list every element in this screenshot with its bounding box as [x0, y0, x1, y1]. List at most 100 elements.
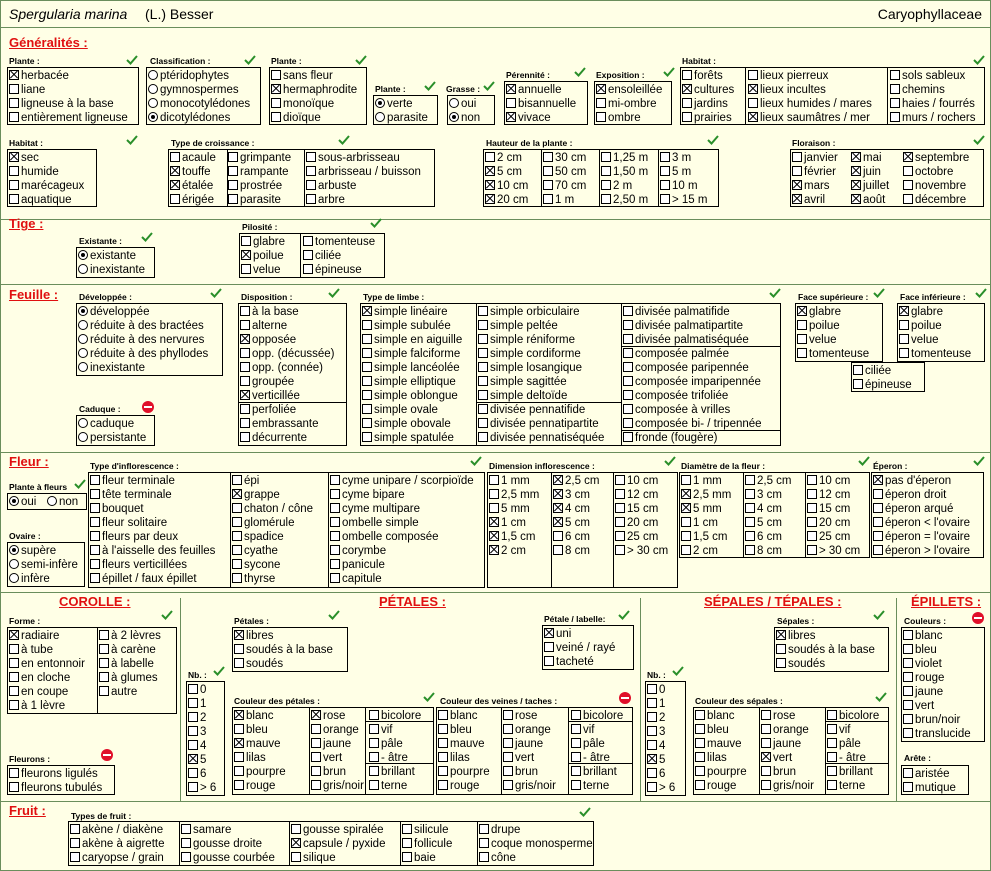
- checkbox[interactable]: [903, 768, 913, 778]
- checkbox[interactable]: [596, 98, 606, 108]
- checkbox-option[interactable]: divisée pennatipartite: [478, 417, 599, 431]
- checkbox[interactable]: [695, 724, 705, 734]
- checkbox[interactable]: [362, 334, 372, 344]
- checkbox-option[interactable]: 1,5 cm: [681, 530, 728, 544]
- checkbox-option[interactable]: marécageux: [9, 179, 84, 193]
- checkbox[interactable]: [306, 166, 316, 176]
- checkbox[interactable]: [682, 84, 692, 94]
- checkbox-option[interactable]: 5 mm: [489, 502, 530, 516]
- radio-button[interactable]: [148, 112, 158, 122]
- checkbox[interactable]: [478, 362, 488, 372]
- checkbox[interactable]: [9, 112, 19, 122]
- checkbox[interactable]: [228, 180, 238, 190]
- radio-option[interactable]: non: [449, 111, 480, 125]
- checkbox-option[interactable]: fronde (fougère): [623, 431, 717, 445]
- checkbox-option[interactable]: aristée: [903, 767, 950, 781]
- checkbox-option[interactable]: terne: [369, 779, 407, 793]
- checkbox-option[interactable]: rampante: [228, 165, 289, 179]
- checkbox-option[interactable]: fleurs par deux: [90, 530, 178, 544]
- checkbox-option[interactable]: translucide: [903, 727, 971, 741]
- checkbox[interactable]: [776, 644, 786, 654]
- checkbox[interactable]: [553, 503, 563, 513]
- checkbox[interactable]: [553, 517, 563, 527]
- checkbox-option[interactable]: composée paripennée: [623, 361, 749, 375]
- checkbox[interactable]: [240, 334, 250, 344]
- checkbox[interactable]: [745, 503, 755, 513]
- checkbox[interactable]: [903, 644, 913, 654]
- checkbox-option[interactable]: février: [792, 165, 836, 179]
- checkbox[interactable]: [362, 362, 372, 372]
- checkbox[interactable]: [90, 475, 100, 485]
- checkbox[interactable]: [571, 710, 581, 720]
- radio-option[interactable]: persistante: [78, 431, 146, 445]
- checkbox-option[interactable]: terne: [827, 779, 865, 793]
- checkbox-option[interactable]: éperon arqué: [873, 502, 953, 516]
- checkbox-option[interactable]: janvier: [792, 151, 838, 165]
- checkbox[interactable]: [851, 194, 861, 204]
- checkbox[interactable]: [362, 306, 372, 316]
- checkbox[interactable]: [681, 503, 691, 513]
- radio-option[interactable]: inexistante: [78, 263, 145, 277]
- checkbox-option[interactable]: 0: [188, 683, 206, 697]
- checkbox-option[interactable]: gris/noir: [311, 779, 364, 793]
- checkbox[interactable]: [232, 503, 242, 513]
- checkbox-option[interactable]: autre: [99, 685, 137, 699]
- checkbox-option[interactable]: silique: [291, 851, 336, 865]
- checkbox[interactable]: [853, 365, 863, 375]
- checkbox-option[interactable]: divisée pennatifide: [478, 403, 585, 417]
- checkbox-option[interactable]: prairies: [682, 111, 732, 125]
- checkbox-option[interactable]: parasite: [228, 193, 281, 207]
- checkbox-option[interactable]: lieux humides / mares: [748, 97, 872, 111]
- checkbox-option[interactable]: 2,5 cm: [745, 474, 792, 488]
- checkbox[interactable]: [682, 112, 692, 122]
- checkbox[interactable]: [827, 710, 837, 720]
- checkbox[interactable]: [623, 348, 633, 358]
- checkbox-option[interactable]: acaule: [170, 151, 216, 165]
- checkbox-option[interactable]: lilas: [438, 751, 470, 765]
- checkbox[interactable]: [503, 710, 513, 720]
- checkbox-option[interactable]: 1 cm: [489, 516, 526, 530]
- checkbox-option[interactable]: blanc: [695, 709, 735, 723]
- checkbox[interactable]: [660, 194, 670, 204]
- checkbox-option[interactable]: 8 cm: [553, 544, 590, 558]
- checkbox[interactable]: [807, 531, 817, 541]
- checkbox[interactable]: [362, 348, 372, 358]
- checkbox[interactable]: [553, 531, 563, 541]
- checkbox[interactable]: [903, 630, 913, 640]
- checkbox-option[interactable]: opp. (connée): [240, 361, 323, 375]
- checkbox[interactable]: [827, 738, 837, 748]
- checkbox[interactable]: [362, 404, 372, 414]
- checkbox[interactable]: [489, 545, 499, 555]
- checkbox-option[interactable]: 3: [188, 725, 206, 739]
- checkbox-option[interactable]: poilue: [797, 319, 840, 333]
- radio-option[interactable]: infère: [9, 572, 50, 586]
- checkbox[interactable]: [827, 780, 837, 790]
- checkbox[interactable]: [601, 194, 611, 204]
- checkbox-option[interactable]: brun: [503, 765, 538, 779]
- checkbox[interactable]: [615, 475, 625, 485]
- checkbox-option[interactable]: brillant: [571, 765, 617, 779]
- checkbox-option[interactable]: 2,5 mm: [681, 488, 731, 502]
- checkbox-option[interactable]: bicolore: [369, 709, 421, 723]
- checkbox-option[interactable]: simple ovale: [362, 403, 438, 417]
- checkbox[interactable]: [623, 320, 633, 330]
- checkbox-option[interactable]: pourpre: [234, 765, 286, 779]
- checkbox[interactable]: [369, 724, 379, 734]
- checkbox-option[interactable]: libres: [776, 629, 815, 643]
- checkbox-option[interactable]: 4 cm: [553, 502, 590, 516]
- checkbox[interactable]: [240, 306, 250, 316]
- checkbox[interactable]: [681, 545, 691, 555]
- checkbox-option[interactable]: éperon > l'ovaire: [873, 544, 970, 558]
- checkbox-option[interactable]: 4 cm: [745, 502, 782, 516]
- checkbox[interactable]: [99, 630, 109, 640]
- checkbox[interactable]: [9, 194, 19, 204]
- checkbox-option[interactable]: 1 cm: [681, 516, 718, 530]
- checkbox[interactable]: [311, 766, 321, 776]
- checkbox-option[interactable]: grimpante: [228, 151, 291, 165]
- radio-option[interactable]: ptéridophytes: [148, 69, 229, 83]
- checkbox-option[interactable]: vivace: [506, 111, 551, 125]
- checkbox[interactable]: [506, 112, 516, 122]
- checkbox-option[interactable]: à labelle: [99, 657, 154, 671]
- checkbox[interactable]: [369, 710, 379, 720]
- radio-option[interactable]: verte: [375, 97, 413, 111]
